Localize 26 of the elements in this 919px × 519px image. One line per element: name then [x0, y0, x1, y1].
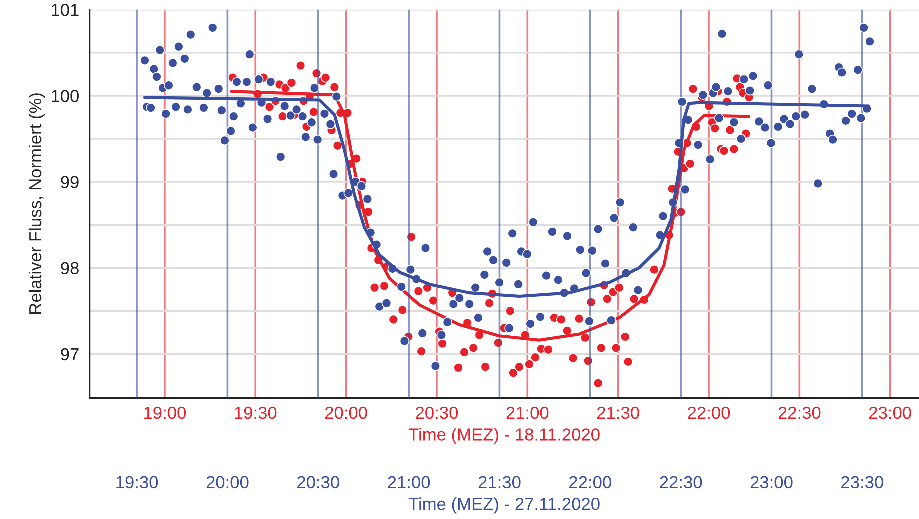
- y-tick-label: 99: [61, 176, 79, 188]
- x-tick-label: 21:00: [506, 406, 549, 420]
- x2-tick-label: 23:30: [842, 476, 884, 489]
- x-axis-title: Time (MEZ) - 18.11.2020: [408, 428, 600, 444]
- x2-axis-title: Time (MEZ) - 27.11.2020: [408, 498, 600, 514]
- x-tick-label: 20:00: [325, 406, 368, 420]
- y-axis-title: Relativer Fluss, Normiert (%): [28, 94, 46, 314]
- x-tick-label: 22:00: [688, 406, 730, 420]
- x2-tick-label: 22:00: [570, 476, 612, 489]
- y-tick-label: 101: [52, 4, 79, 16]
- x-tick-label: 19:30: [235, 406, 277, 420]
- y-tick-label: 97: [61, 348, 79, 361]
- x2-tick-label: 23:00: [750, 476, 793, 489]
- x2-tick-label: 21:30: [478, 476, 521, 489]
- y-tick-label: 100: [52, 90, 79, 102]
- x-tick-label: 22:30: [778, 406, 821, 420]
- y-tick-label: 98: [61, 262, 79, 275]
- x2-tick-label: 20:30: [298, 476, 340, 489]
- x2-tick-label: 21:00: [388, 476, 430, 489]
- x-tick-label: 21:30: [597, 406, 640, 420]
- x-tick-label: 19:00: [144, 406, 186, 420]
- x2-tick-label: 22:30: [660, 476, 702, 489]
- x2-tick-label: 19:30: [116, 476, 158, 489]
- x-tick-label: 23:00: [870, 406, 912, 420]
- x2-tick-label: 20:00: [206, 476, 249, 489]
- x-tick-label: 20:30: [416, 406, 458, 420]
